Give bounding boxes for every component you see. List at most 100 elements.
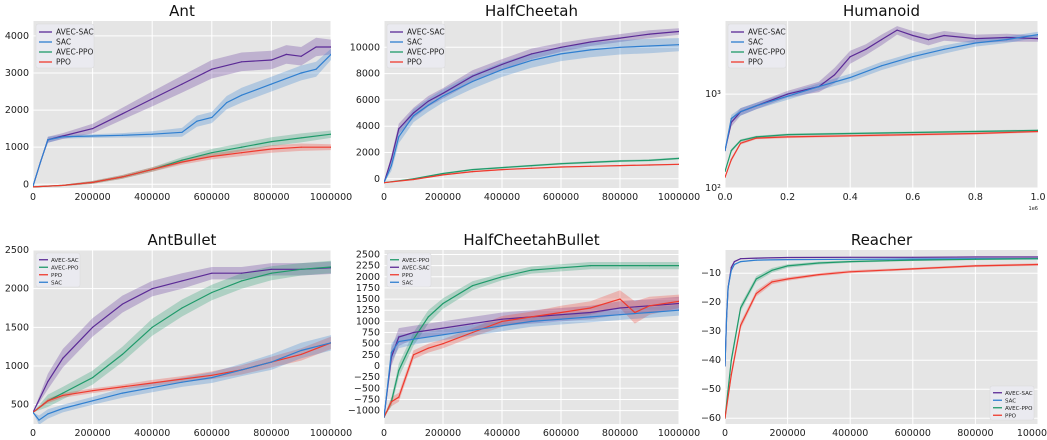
- chart-halfcheetah: HalfCheetah 0 200000 400000 600000 800000 1000…: [350, 2, 700, 203]
- point-sac: [181, 131, 183, 133]
- y-tick-label: 10000: [350, 42, 380, 53]
- point-avec-ppo: [270, 141, 272, 143]
- point-avec-sac: [471, 323, 474, 325]
- point-sac: [849, 76, 851, 79]
- point-sac: [196, 120, 198, 122]
- point-ppo: [589, 165, 592, 167]
- point-sac: [725, 365, 726, 367]
- band-ppo: [33, 143, 331, 187]
- point-avec-ppo: [398, 369, 400, 372]
- point-sac: [530, 59, 533, 62]
- y-tick-label: 4000: [5, 31, 29, 42]
- y-tick-label: 10²: [705, 183, 721, 194]
- legend-label-avec-ppo: AVEC-PPO: [56, 48, 94, 57]
- point-sac: [471, 80, 474, 83]
- point-sac: [849, 258, 851, 260]
- legend-label-avec-ppo: AVEC-PPO: [51, 265, 79, 271]
- point-ppo: [849, 135, 851, 137]
- point-sac: [427, 104, 429, 106]
- point-sac: [730, 117, 732, 120]
- point-sac: [501, 69, 503, 71]
- point-avec-ppo: [241, 146, 243, 148]
- point-sac: [730, 269, 732, 271]
- point-sac: [226, 102, 228, 104]
- y-tick-label: 1750: [356, 283, 380, 294]
- point-avec-sac: [442, 327, 444, 329]
- point-avec-sac: [589, 311, 592, 314]
- legend-label-avec-ppo: AVEC-PPO: [407, 48, 445, 57]
- point-ppo: [912, 134, 914, 136]
- point-avec-ppo: [501, 276, 503, 278]
- point-sac: [398, 136, 400, 138]
- plot-series: [33, 260, 331, 424]
- point-avec-sac: [412, 112, 415, 114]
- point-sac: [92, 135, 94, 137]
- y-tick-label: 0: [374, 174, 380, 185]
- line-avec-sac: [384, 30, 679, 183]
- chart-reacher: Reacher 0 200000 400000 600000 800000 1000000 −…: [701, 231, 1047, 439]
- point-avec-sac: [427, 100, 429, 102]
- plot-area: [384, 250, 679, 424]
- point-sac: [589, 316, 592, 318]
- point-avec-sac: [501, 318, 503, 320]
- point-ppo: [771, 281, 773, 283]
- point-ppo: [678, 300, 679, 302]
- point-sac: [330, 53, 331, 55]
- point-avec-sac: [92, 128, 94, 130]
- point-ppo: [912, 268, 914, 270]
- legend-label-sac: SAC: [402, 280, 413, 286]
- point-avec-sac: [47, 380, 49, 383]
- band-ppo: [384, 290, 679, 418]
- plot-series: [725, 256, 1038, 419]
- point-ppo: [241, 152, 243, 154]
- legend-box: [386, 252, 432, 288]
- point-sac: [530, 320, 533, 322]
- x-tick-label: 400000: [134, 428, 170, 439]
- point-ppo: [427, 347, 429, 349]
- point-avec-ppo: [771, 269, 773, 271]
- point-sac: [755, 105, 757, 107]
- x-tick-label: 800000: [602, 428, 638, 439]
- y-tick-label: −1000: [348, 406, 380, 417]
- x-tick-label: 800000: [253, 192, 289, 203]
- x-tick-label: 600000: [194, 428, 230, 439]
- point-sac: [62, 136, 64, 138]
- point-avec-sac: [151, 288, 153, 290]
- x-tick-label: 600000: [194, 192, 230, 203]
- point-avec-sac: [648, 33, 651, 35]
- point-avec-sac: [833, 74, 836, 76]
- point-avec-ppo: [442, 302, 444, 305]
- point-ppo: [755, 292, 757, 295]
- point-sac: [648, 311, 651, 314]
- point-ppo: [151, 168, 153, 170]
- point-avec-sac: [1037, 38, 1038, 40]
- y-tick-label: 2000: [5, 284, 29, 295]
- x-tick-label: 0.4: [843, 192, 858, 203]
- point-sac: [384, 416, 385, 418]
- point-avec-sac: [151, 98, 153, 100]
- x-tick-label: 400000: [484, 192, 520, 203]
- x-tick-label: 0: [30, 428, 36, 439]
- point-sac: [678, 309, 679, 311]
- point-avec-sac: [589, 41, 592, 43]
- point-avec-sac: [733, 261, 736, 263]
- point-sac: [501, 325, 503, 327]
- point-avec-sac: [241, 272, 243, 274]
- point-avec-sac: [787, 256, 789, 259]
- point-sac: [560, 53, 562, 55]
- point-avec-sac: [181, 83, 183, 85]
- x-tick-label: 1000000: [658, 428, 700, 439]
- point-sac: [241, 369, 243, 371]
- point-ppo: [730, 374, 732, 376]
- y-tick-label: 750: [362, 328, 380, 339]
- point-avec-ppo: [619, 160, 621, 162]
- y-tick-label: 3000: [5, 68, 29, 79]
- point-ppo: [33, 186, 34, 188]
- point-ppo: [92, 390, 94, 392]
- point-sac: [974, 42, 977, 44]
- point-avec-ppo: [560, 163, 562, 165]
- point-avec-sac: [398, 128, 400, 130]
- x-tick-label: 600000: [543, 192, 579, 203]
- point-sac: [390, 352, 392, 354]
- point-avec-ppo: [1037, 129, 1038, 131]
